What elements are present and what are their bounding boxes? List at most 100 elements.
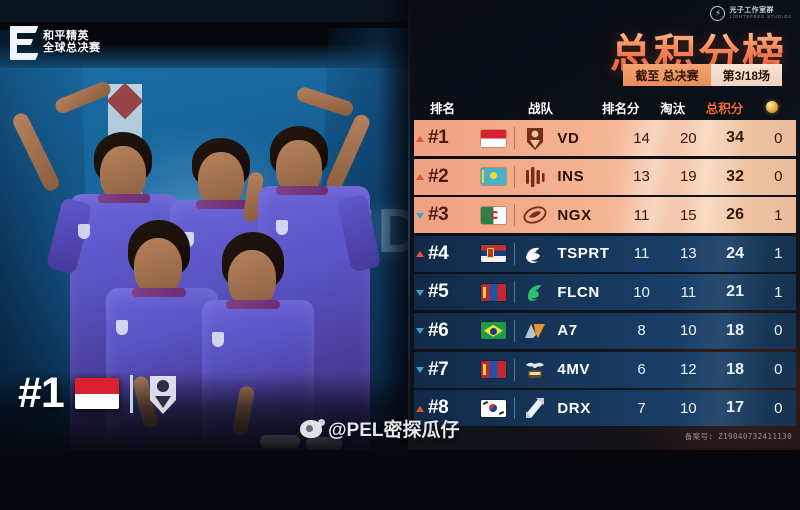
- winner-divider: [129, 374, 133, 413]
- row-divider: [513, 397, 516, 420]
- standings-table: #1 VD 14 20 34 0 #2 INS 13 19 32 0 #3: [414, 120, 796, 429]
- trend-up-icon: [416, 249, 425, 258]
- column-header-rank: 排名: [430, 101, 456, 116]
- standings-row[interactable]: #7 4MV 6 12 18 0: [414, 351, 796, 388]
- rank-value: #7: [428, 358, 449, 380]
- medal-count: 1: [774, 206, 783, 224]
- studio-name-en: LIGHTSPEED STUDIOS: [729, 14, 792, 20]
- placement-points: 11: [633, 245, 650, 263]
- studio-name-cn: 光子工作室群: [729, 7, 774, 15]
- rank-value: #3: [428, 204, 449, 226]
- trend-down-icon: [416, 211, 425, 220]
- rank-value: #5: [428, 281, 449, 303]
- rank-value: #2: [428, 165, 449, 187]
- weibo-handle: @PEL密探瓜仔: [328, 420, 460, 441]
- rank-value: #8: [428, 397, 449, 419]
- standings-row[interactable]: #4 TSPRT 11 13 24 1: [414, 235, 796, 272]
- team-cell: VD: [522, 125, 616, 151]
- event-logo: 和平精英 全球总决赛: [10, 26, 101, 60]
- weibo-icon: [300, 418, 325, 438]
- rank-value: #4: [428, 242, 449, 264]
- south-korea-flag-icon: [480, 399, 506, 417]
- standings-row[interactable]: #3 NGX 11 15 26 1: [414, 197, 796, 234]
- placement-points: 11: [633, 206, 650, 224]
- row-divider: [513, 127, 516, 149]
- ngx-logo-icon: [522, 202, 548, 228]
- standings-row[interactable]: #8 DRX 7 10 17 0: [414, 390, 796, 427]
- filing-number: 备案号: Z19040732411130: [684, 432, 792, 441]
- row-divider: [513, 319, 516, 342]
- tsprt-logo-icon: [522, 241, 548, 267]
- total-points: 18: [726, 321, 744, 339]
- team-name: NGX: [557, 206, 592, 224]
- column-header-team: 战队: [528, 101, 554, 116]
- placement-points: 7: [637, 399, 646, 417]
- rank-cell: #4: [414, 243, 478, 265]
- rank-cell: #2: [414, 166, 478, 188]
- placement-points: 6: [637, 361, 646, 379]
- 4mv-logo-icon: [522, 357, 548, 383]
- total-points: 24: [726, 244, 744, 262]
- column-header-medal: [753, 101, 792, 113]
- trend-down-icon: [416, 288, 425, 297]
- trend-down-icon: [416, 326, 425, 335]
- team-name: FLCN: [557, 283, 600, 301]
- standings-row[interactable]: #6 A7 8 10 18 0: [414, 312, 796, 349]
- event-logo-line2: 全球总决赛: [43, 42, 101, 54]
- medal-count: 0: [774, 322, 783, 340]
- team-cell: 4MV: [522, 357, 616, 383]
- trend-up-icon: [416, 404, 425, 413]
- pel-logo-icon: [10, 26, 39, 60]
- column-header-placement: 排名分: [602, 101, 640, 116]
- kill-points: 15: [679, 206, 697, 224]
- medal-count: 1: [774, 283, 783, 301]
- total-points: 34: [726, 129, 744, 146]
- placement-points: 8: [637, 322, 646, 340]
- scoreboard-subtitle: 截至 总决赛 第3/18场: [623, 64, 782, 86]
- a7-logo-icon: [522, 318, 548, 344]
- total-points: 21: [726, 283, 744, 301]
- drx-logo-icon: [522, 395, 548, 421]
- team-name: VD: [557, 129, 580, 147]
- scoreboard-panel: ⚡ 光子工作室群 LIGHTSPEED STUDIOS 总积分榜 截至 总决赛 …: [408, 0, 800, 450]
- team-name: A7: [557, 322, 578, 340]
- kill-points: 19: [679, 168, 697, 186]
- medal-count: 0: [774, 168, 783, 186]
- vd-logo-icon: [522, 125, 548, 151]
- kazakhstan-flag-icon: [480, 168, 506, 186]
- rank-cell: #7: [414, 359, 478, 381]
- weibo-watermark: @PEL密探瓜仔: [300, 415, 459, 442]
- lightning-bolt-icon: ⚡: [710, 6, 726, 21]
- gold-medal-icon: [766, 101, 779, 113]
- standings-row[interactable]: #1 VD 14 20 34 0: [414, 120, 796, 156]
- kill-points: 11: [680, 283, 697, 301]
- algeria-flag-icon: [480, 206, 506, 224]
- indonesia-flag-icon: [480, 129, 506, 147]
- photo-bottom-fade: [0, 372, 430, 450]
- flcn-logo-icon: [522, 279, 548, 305]
- standings-row[interactable]: #2 INS 13 19 32 0: [414, 158, 796, 195]
- team-cell: INS: [522, 164, 616, 190]
- medal-count: 1: [774, 245, 783, 263]
- kill-points: 20: [679, 129, 697, 147]
- team-photo-panel: PLAY ID: [0, 0, 430, 450]
- broadcast-overlay: PLAY ID: [0, 0, 800, 450]
- standings-row[interactable]: #5 FLCN 10 11 21 1: [414, 274, 796, 311]
- placement-points: 10: [633, 283, 650, 301]
- kill-points: 13: [679, 245, 697, 263]
- team-cell: NGX: [522, 202, 616, 228]
- medal-count: 0: [774, 361, 783, 379]
- medal-count: 0: [774, 129, 783, 147]
- event-logo-line1: 和平精英: [43, 30, 89, 43]
- kill-points: 12: [679, 361, 697, 379]
- studio-logo: ⚡ 光子工作室群 LIGHTSPEED STUDIOS: [710, 6, 792, 21]
- column-header-total: 总积分: [705, 101, 744, 116]
- row-divider: [513, 358, 516, 381]
- match-badge: 第3/18场: [710, 64, 782, 86]
- placement-points: 13: [633, 168, 650, 186]
- stage-badge: 截至 总决赛: [623, 64, 711, 86]
- column-header-kills: 淘汰: [660, 101, 686, 116]
- winner-rank: #1: [18, 369, 65, 417]
- ins-logo-icon: [522, 164, 548, 190]
- trend-up-icon: [416, 172, 425, 181]
